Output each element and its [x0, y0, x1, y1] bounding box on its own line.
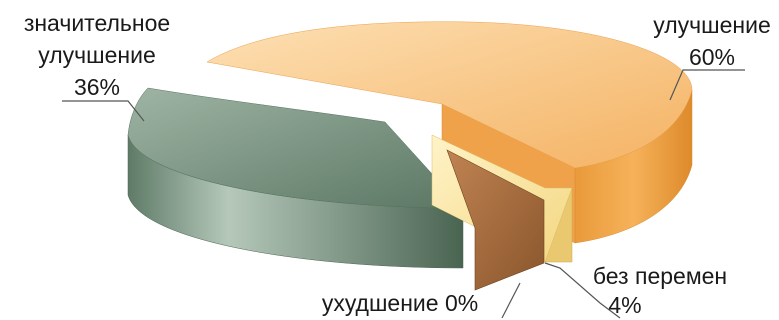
label-no-change-line2: 4%: [608, 292, 641, 318]
label-significant-line2: улучшение: [38, 42, 155, 68]
leader-worse: [501, 282, 521, 319]
slice-significant-top: [127, 87, 464, 209]
label-worse-line1: ухудшение 0%: [322, 290, 478, 316]
leader-no-change: [544, 262, 621, 319]
slice-significant: [127, 87, 464, 269]
leader-improvement: [669, 69, 745, 101]
label-significant-line3: 36%: [74, 74, 120, 100]
label-significant-line1: значительное: [24, 10, 170, 36]
label-improvement-line1: улучшение: [653, 12, 770, 38]
label-improvement-line2: 60%: [689, 44, 735, 70]
label-no-change-line1: без перемен: [593, 263, 727, 289]
slice-worse: [446, 149, 545, 291]
slice-improvement-top: [206, 21, 693, 169]
leader-significant: [62, 100, 145, 122]
slice-worse-face: [446, 149, 545, 291]
leader-lines: [62, 69, 745, 319]
